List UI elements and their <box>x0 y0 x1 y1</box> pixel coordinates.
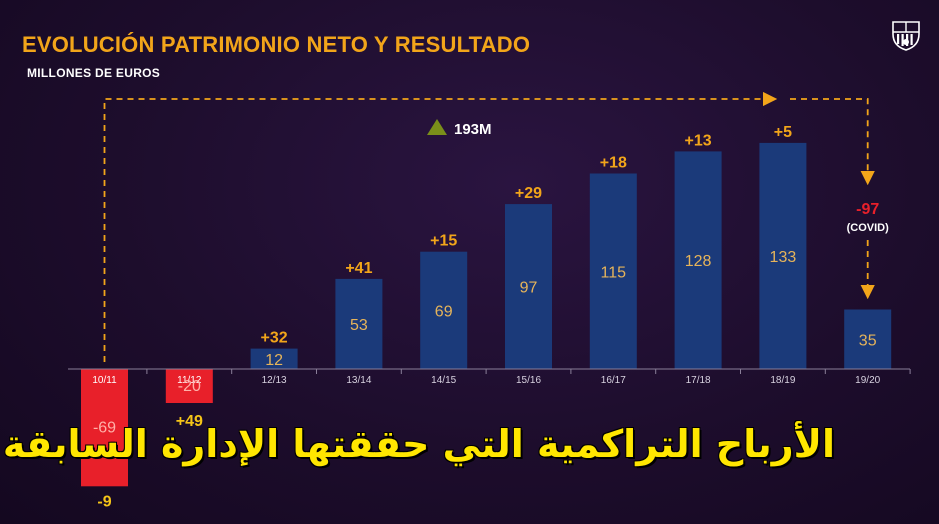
bar <box>81 369 128 487</box>
bar <box>844 309 892 369</box>
bar-value-label: 53 <box>350 317 368 334</box>
bar-value-label: -69 <box>93 420 116 437</box>
labels-group: -69 -9 -20 +49 12 +32 53 +41 69 +15 97 +29 115 +18 128… <box>93 119 889 510</box>
bar-value-label: 97 <box>520 280 538 297</box>
bar-value-label: -20 <box>178 378 201 395</box>
cumulative-dashed-line <box>103 91 778 362</box>
bar-value-label: 69 <box>435 303 453 320</box>
result-label: -9 <box>97 493 111 510</box>
result-label: +18 <box>600 155 627 172</box>
x-tick-label: 13/14 <box>346 375 371 386</box>
bar-value-label: 128 <box>685 253 712 270</box>
result-label: -97 <box>856 201 879 218</box>
x-tick-label: 16/17 <box>601 375 626 386</box>
bar-value-label: 35 <box>859 332 877 349</box>
result-label: +29 <box>515 185 542 202</box>
bar-value-label: 12 <box>265 352 283 369</box>
x-tick-label: 15/16 <box>516 375 541 386</box>
bar <box>759 142 807 369</box>
x-tick-label: 18/19 <box>770 375 795 386</box>
bar <box>420 251 468 369</box>
x-tick-label: 19/20 <box>855 375 880 386</box>
bar <box>250 348 298 369</box>
result-label: +13 <box>685 132 712 149</box>
cumulative-arrow <box>103 91 875 362</box>
x-tick-label: 17/18 <box>686 375 711 386</box>
result-label: +41 <box>345 260 372 277</box>
result-label: +15 <box>430 233 457 250</box>
bar <box>674 151 722 369</box>
covid-note: (COVID) <box>847 222 890 234</box>
x-tick-label: 10/11 <box>92 375 117 386</box>
x-tick-label: 14/15 <box>431 375 456 386</box>
bars-group <box>81 142 892 487</box>
up-triangle-icon <box>427 119 447 135</box>
x-tick-label: 12/13 <box>262 375 287 386</box>
result-label: +49 <box>176 413 203 430</box>
bar <box>505 204 552 369</box>
bar <box>589 173 637 369</box>
fc-barcelona-crest-icon <box>892 21 920 51</box>
cumulative-dashed-line <box>790 98 875 186</box>
chart-title: EVOLUCIÓN PATRIMONIO NETO Y RESULTADO <box>22 32 531 57</box>
cumulative-label: 193M <box>454 121 492 138</box>
x-axis: 10/11 11/12 12/13 13/14 14/15 15/16 16/17 17/18… <box>68 368 911 386</box>
result-label: +5 <box>774 124 792 141</box>
x-tick-label: 11/12 <box>177 375 202 386</box>
bar <box>165 369 213 403</box>
overlay-caption: الأرباح التراكمية التي حققتها الإدارة ال… <box>2 422 835 466</box>
chart-subtitle: MILLONES DE EUROS <box>27 66 161 80</box>
bar-value-label: 115 <box>601 264 627 281</box>
bar <box>335 278 383 369</box>
result-label: +32 <box>261 330 288 347</box>
bar-value-label: 133 <box>770 249 797 266</box>
